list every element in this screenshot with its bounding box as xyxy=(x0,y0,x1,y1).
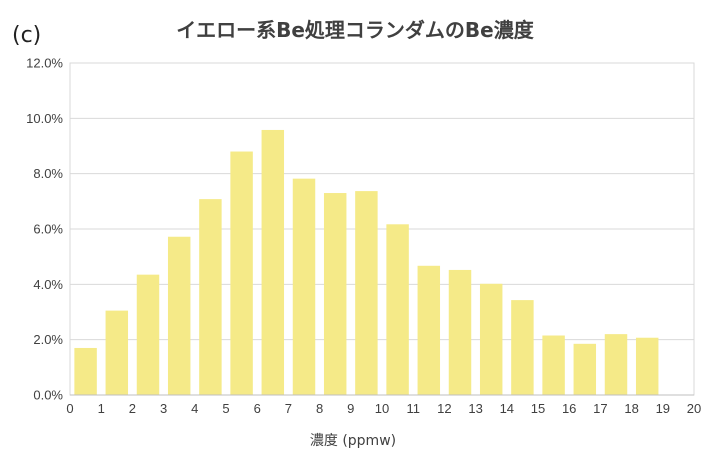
bar xyxy=(74,347,97,395)
x-tick-label: 3 xyxy=(160,401,167,416)
bar xyxy=(292,178,316,395)
bar xyxy=(167,236,191,395)
x-tick-label: 20 xyxy=(687,401,701,416)
y-tick-label: 8.0% xyxy=(33,166,63,181)
x-tick-label: 0 xyxy=(66,401,73,416)
bar xyxy=(230,151,253,395)
bar xyxy=(105,310,129,395)
bar xyxy=(542,335,565,395)
bar xyxy=(355,191,378,395)
bar xyxy=(448,269,472,395)
bar xyxy=(479,283,503,395)
y-tick-label: 4.0% xyxy=(33,277,63,292)
x-tick-label: 8 xyxy=(316,401,323,416)
x-tick-label: 9 xyxy=(347,401,354,416)
bar xyxy=(323,193,347,395)
bar xyxy=(635,337,659,395)
x-tick-label: 5 xyxy=(222,401,229,416)
bar xyxy=(199,199,222,395)
bar xyxy=(511,300,534,395)
y-tick-label: 6.0% xyxy=(33,222,63,237)
x-tick-label: 4 xyxy=(191,401,198,416)
x-tick-label: 6 xyxy=(254,401,261,416)
bar xyxy=(261,129,285,395)
bar xyxy=(604,334,628,395)
y-tick-label: 10.0% xyxy=(26,111,63,126)
plot-area: 0.0%2.0%4.0%6.0%8.0%10.0%12.0%0 1 2 3 4 5 6 7 8 9… xyxy=(26,56,701,417)
bar xyxy=(573,343,597,395)
y-tick-label: 0.0% xyxy=(33,388,63,403)
x-tick-label: 18 xyxy=(624,401,638,416)
x-tick-label: 7 xyxy=(285,401,292,416)
y-tick-label: 12.0% xyxy=(26,56,63,71)
x-tick-label: 14 xyxy=(500,401,514,416)
x-tick-label: 13 xyxy=(468,401,482,416)
x-tick-label: 11 xyxy=(406,401,420,416)
bar xyxy=(136,274,160,395)
x-tick-label: 19 xyxy=(656,401,670,416)
y-tick-label: 2.0% xyxy=(33,332,63,347)
x-tick-label: 15 xyxy=(531,401,545,416)
bar xyxy=(386,224,409,395)
x-tick-label: 17 xyxy=(593,401,607,416)
x-tick-label: 1 xyxy=(98,401,105,416)
x-tick-label: 2 xyxy=(129,401,136,416)
x-axis-title: 濃度 (ppmw) xyxy=(310,433,396,449)
x-tick-label: 10 xyxy=(375,401,389,416)
bar xyxy=(417,265,441,395)
x-tick-label: 16 xyxy=(562,401,576,416)
panel-label: (c) xyxy=(12,23,41,48)
x-tick-label: 12 xyxy=(437,401,451,416)
chart-title: イエロー系Be処理コランダムのBe濃度 xyxy=(176,18,534,42)
